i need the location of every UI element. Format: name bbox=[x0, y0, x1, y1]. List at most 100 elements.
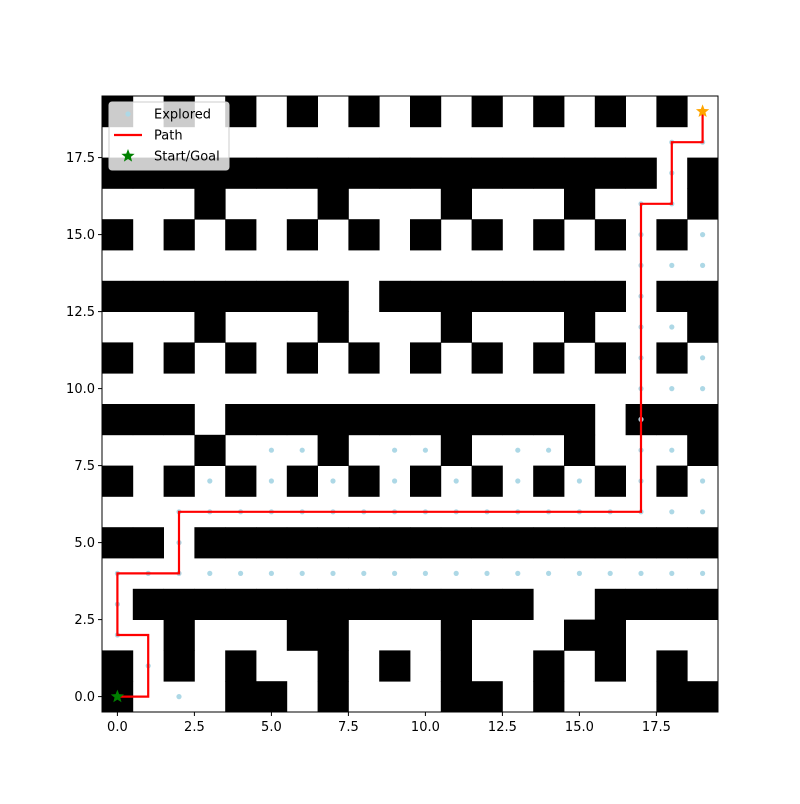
wall-cell bbox=[256, 588, 288, 620]
wall-cell bbox=[471, 527, 503, 559]
wall-cell bbox=[410, 96, 442, 128]
wall-cell bbox=[533, 342, 565, 374]
wall-cell bbox=[194, 434, 226, 466]
wall-cell bbox=[225, 465, 257, 497]
wall-cell bbox=[564, 280, 596, 312]
wall-cell bbox=[471, 157, 503, 189]
explored-point bbox=[299, 447, 305, 453]
wall-cell bbox=[594, 157, 626, 189]
wall-cell bbox=[317, 527, 349, 559]
wall-cell bbox=[687, 280, 719, 312]
wall-cell bbox=[656, 650, 688, 682]
explored-point bbox=[392, 447, 398, 453]
wall-cell bbox=[379, 404, 411, 436]
wall-cell bbox=[687, 434, 719, 466]
wall-cell bbox=[471, 404, 503, 436]
wall-cell bbox=[564, 157, 596, 189]
explored-point bbox=[669, 262, 675, 268]
explored-point bbox=[700, 262, 706, 268]
wall-cell bbox=[163, 342, 195, 374]
explored-point bbox=[176, 694, 182, 700]
wall-cell bbox=[317, 681, 349, 713]
wall-cell bbox=[594, 527, 626, 559]
goal-marker bbox=[695, 104, 710, 118]
explored-point bbox=[576, 570, 583, 577]
wall-cell bbox=[564, 311, 596, 343]
wall-cell bbox=[656, 404, 688, 436]
wall-cell bbox=[687, 311, 719, 343]
wall-cell bbox=[440, 157, 472, 189]
wall-cell bbox=[225, 404, 257, 436]
wall-cell bbox=[256, 527, 288, 559]
wall-cell bbox=[440, 619, 472, 651]
wall-cell bbox=[225, 157, 257, 189]
explored-point bbox=[669, 324, 675, 330]
start-goal-markers bbox=[110, 104, 710, 703]
wall-cell bbox=[656, 681, 688, 713]
wall-cell bbox=[625, 527, 657, 559]
wall-cell bbox=[102, 280, 134, 312]
wall-cell bbox=[286, 280, 318, 312]
wall-cell bbox=[410, 404, 442, 436]
wall-cell bbox=[286, 465, 318, 497]
explored-point bbox=[238, 570, 244, 577]
explored-point bbox=[207, 478, 213, 484]
wall-cell bbox=[594, 280, 626, 312]
explored-point bbox=[638, 570, 644, 577]
explored-point bbox=[484, 570, 490, 577]
wall-cell bbox=[564, 619, 596, 651]
wall-cell bbox=[317, 588, 349, 620]
x-tick-label: 0.0 bbox=[107, 720, 128, 735]
wall-cell bbox=[225, 588, 257, 620]
wall-cell bbox=[410, 219, 442, 251]
explored-point bbox=[669, 447, 675, 453]
wall-cell bbox=[410, 527, 442, 559]
explored-point bbox=[392, 478, 398, 484]
wall-cell bbox=[317, 619, 349, 651]
wall-cell bbox=[656, 588, 688, 620]
wall-cell bbox=[656, 342, 688, 374]
wall-cell bbox=[317, 404, 349, 436]
y-tick-label: 5.0 bbox=[74, 536, 95, 551]
explored-point bbox=[330, 570, 336, 577]
y-tick-label: 12.5 bbox=[66, 305, 95, 320]
wall-cell bbox=[410, 342, 442, 374]
wall-cell bbox=[410, 465, 442, 497]
wall-cell bbox=[502, 157, 534, 189]
explored-point bbox=[515, 447, 521, 453]
wall-cell bbox=[687, 404, 719, 436]
wall-cell bbox=[102, 650, 134, 682]
wall-cell bbox=[379, 157, 411, 189]
wall-cell bbox=[533, 404, 565, 436]
wall-cell bbox=[471, 219, 503, 251]
wall-cell bbox=[163, 219, 195, 251]
wall-cell bbox=[256, 681, 288, 713]
wall-cell bbox=[317, 311, 349, 343]
x-tick-label: 5.0 bbox=[261, 720, 282, 735]
wall-cell bbox=[471, 342, 503, 374]
wall-cell bbox=[102, 342, 134, 374]
wall-cell bbox=[348, 96, 380, 128]
wall-cell bbox=[132, 280, 164, 312]
wall-cell bbox=[533, 219, 565, 251]
wall-cell bbox=[379, 280, 411, 312]
explored-point bbox=[422, 447, 428, 453]
wall-cell bbox=[286, 342, 318, 374]
wall-cell bbox=[410, 280, 442, 312]
wall-cell bbox=[286, 96, 318, 128]
maze-grid bbox=[102, 96, 719, 713]
wall-cell bbox=[502, 527, 534, 559]
explored-point bbox=[268, 570, 274, 577]
wall-cell bbox=[102, 465, 134, 497]
explored-point bbox=[268, 478, 274, 484]
wall-cell bbox=[533, 157, 565, 189]
wall-cell bbox=[225, 650, 257, 682]
wall-cell bbox=[440, 650, 472, 682]
wall-cell bbox=[163, 588, 195, 620]
wall-cell bbox=[471, 280, 503, 312]
x-tick-label: 12.5 bbox=[488, 720, 517, 735]
legend-label: Explored bbox=[154, 108, 211, 123]
legend-start-goal-swatch bbox=[121, 149, 135, 162]
wall-cell bbox=[533, 650, 565, 682]
